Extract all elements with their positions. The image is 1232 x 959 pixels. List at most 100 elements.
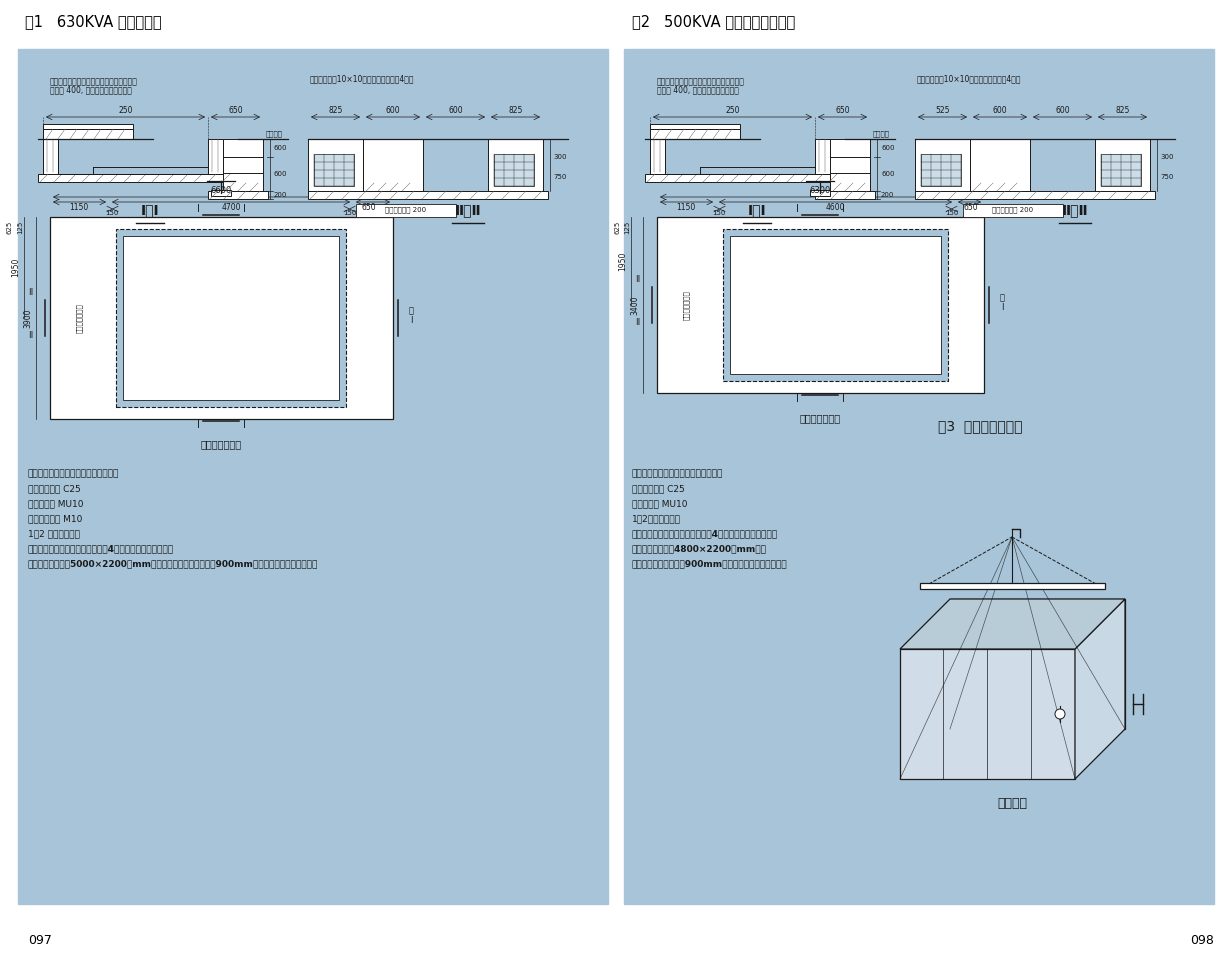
Text: 箱式变底盘槽钢: 箱式变底盘槽钢 bbox=[201, 439, 241, 449]
Text: Ⅱ: Ⅱ bbox=[634, 275, 639, 284]
Text: 300: 300 bbox=[553, 154, 567, 160]
Text: 上: 上 bbox=[999, 293, 1004, 302]
Text: 6600: 6600 bbox=[211, 186, 232, 195]
Bar bbox=[308, 139, 363, 191]
Bar bbox=[211, 190, 232, 196]
Text: Ⅱ: Ⅱ bbox=[28, 331, 32, 340]
Text: 750: 750 bbox=[1161, 174, 1173, 180]
Text: 600: 600 bbox=[448, 106, 463, 115]
Text: 箱变外形尺寸为：5000×2200（mm），箱变基础四周均应有＞900mm的空间以方便箱变门开启。: 箱变外形尺寸为：5000×2200（mm），箱变基础四周均应有＞900mm的空间… bbox=[28, 559, 318, 568]
Text: 825: 825 bbox=[509, 106, 522, 115]
Text: 本基础砌筑前安装接地系统一付（4极，电缆坑内对角引上）: 本基础砌筑前安装接地系统一付（4极，电缆坑内对角引上） bbox=[28, 544, 174, 553]
Text: 200: 200 bbox=[274, 192, 287, 198]
Text: I: I bbox=[410, 316, 413, 325]
Bar bbox=[223, 139, 262, 191]
Text: 1950: 1950 bbox=[618, 251, 627, 270]
Text: 通风孔内衬＜10×10孔不锈钢腰网（共4个）: 通风孔内衬＜10×10孔不锈钢腰网（共4个） bbox=[310, 74, 414, 83]
Text: 箱变基础四周均应有＞900mm的空间以方便箱变门开启。: 箱变基础四周均应有＞900mm的空间以方便箱变门开启。 bbox=[632, 559, 787, 568]
Bar bbox=[950, 599, 1125, 729]
Text: 箱式变底盘槽钢: 箱式变底盘槽钢 bbox=[800, 413, 840, 423]
Bar bbox=[920, 583, 1105, 589]
Bar bbox=[208, 191, 269, 199]
Text: 6300: 6300 bbox=[809, 186, 830, 195]
Text: 钢筋砂浆标号 M10: 钢筋砂浆标号 M10 bbox=[28, 514, 83, 523]
Text: 4600: 4600 bbox=[825, 203, 845, 212]
Bar bbox=[51, 217, 393, 419]
Text: 150: 150 bbox=[945, 210, 958, 216]
Bar bbox=[1095, 139, 1149, 191]
Bar bbox=[43, 129, 133, 139]
Text: 600: 600 bbox=[993, 106, 1008, 115]
Text: 素砼底盘标号 C25: 素砼底盘标号 C25 bbox=[28, 484, 81, 493]
Text: 注：本基础应避开地质不均地段施工。: 注：本基础应避开地质不均地段施工。 bbox=[632, 469, 723, 478]
Text: I: I bbox=[796, 394, 798, 404]
Text: 1：2水泥砂浆抹面: 1：2水泥砂浆抹面 bbox=[632, 514, 681, 523]
Text: 300: 300 bbox=[1161, 154, 1174, 160]
Bar bbox=[43, 124, 133, 129]
Text: 600: 600 bbox=[881, 145, 894, 151]
Text: 250: 250 bbox=[726, 106, 739, 115]
Text: 600: 600 bbox=[274, 171, 287, 177]
Text: 图2   500KVA 及以下箱变地基图: 图2 500KVA 及以下箱变地基图 bbox=[632, 14, 795, 29]
Text: 1150: 1150 bbox=[69, 203, 89, 212]
Bar bbox=[650, 124, 740, 129]
Polygon shape bbox=[1076, 599, 1125, 779]
Bar bbox=[488, 139, 543, 191]
Text: 上: 上 bbox=[409, 306, 414, 315]
Bar bbox=[731, 236, 941, 374]
Text: 1：2 水泥砂浆抹面: 1：2 水泥砂浆抹面 bbox=[28, 529, 80, 538]
Text: （孔高 400, 宽按各电缆沟断面定）: （孔高 400, 宽按各电缆沟断面定） bbox=[657, 85, 739, 94]
Text: Ⅱ－Ⅱ: Ⅱ－Ⅱ bbox=[1062, 203, 1088, 217]
Text: I－I: I－I bbox=[140, 203, 159, 217]
Text: 箱变外形尺寸为：4800×2200（mm）。: 箱变外形尺寸为：4800×2200（mm）。 bbox=[632, 544, 768, 553]
Text: 650: 650 bbox=[963, 203, 978, 212]
Text: 650: 650 bbox=[362, 203, 376, 212]
Bar bbox=[116, 229, 346, 407]
Text: 150: 150 bbox=[712, 210, 726, 216]
Text: 3400: 3400 bbox=[630, 295, 639, 315]
Text: 625: 625 bbox=[614, 221, 620, 234]
Text: 通风孔内衬＜10×10孔不锈钢腰网（共4个）: 通风孔内衬＜10×10孔不锈钢腰网（共4个） bbox=[917, 74, 1021, 83]
Bar bbox=[816, 139, 830, 174]
Bar bbox=[657, 217, 984, 393]
Bar bbox=[723, 229, 947, 381]
Text: 150: 150 bbox=[105, 210, 118, 216]
Text: 625: 625 bbox=[7, 221, 14, 234]
Text: 1150: 1150 bbox=[676, 203, 696, 212]
Text: 底盘周边挑出 200: 底盘周边挑出 200 bbox=[386, 207, 426, 213]
Bar bbox=[816, 191, 875, 199]
Text: 825: 825 bbox=[1115, 106, 1130, 115]
Text: I: I bbox=[243, 204, 245, 214]
Text: 125: 125 bbox=[17, 221, 23, 234]
Text: Ⅱ－Ⅱ: Ⅱ－Ⅱ bbox=[455, 203, 482, 217]
Bar bbox=[123, 236, 339, 400]
Text: 525: 525 bbox=[935, 106, 950, 115]
Text: 125: 125 bbox=[623, 221, 630, 234]
Bar bbox=[915, 139, 970, 191]
Text: 600: 600 bbox=[881, 171, 894, 177]
Text: I: I bbox=[197, 420, 200, 430]
Text: 图3  箱变起吊示意图: 图3 箱变起吊示意图 bbox=[938, 419, 1023, 433]
Bar bbox=[830, 139, 870, 191]
Bar bbox=[650, 139, 665, 174]
Text: Ⅱ: Ⅱ bbox=[634, 318, 639, 327]
Text: （孔高 400, 宽按各电缆沟断面定）: （孔高 400, 宽按各电缆沟断面定） bbox=[51, 85, 132, 94]
Circle shape bbox=[1055, 709, 1064, 719]
Text: 1950: 1950 bbox=[11, 257, 20, 277]
Text: 底盘周边挑出 200: 底盘周边挑出 200 bbox=[993, 207, 1034, 213]
Bar bbox=[650, 129, 740, 139]
Text: 600: 600 bbox=[274, 145, 287, 151]
Bar bbox=[18, 49, 609, 904]
Text: 250: 250 bbox=[118, 106, 133, 115]
Text: I: I bbox=[796, 204, 798, 214]
Text: 粘土砖强度 MU10: 粘土砖强度 MU10 bbox=[28, 499, 84, 508]
Text: 200: 200 bbox=[881, 192, 894, 198]
Text: 电缆进出孔位置与数量按用户实际情况布置: 电缆进出孔位置与数量按用户实际情况布置 bbox=[51, 77, 138, 86]
Text: 底部起吊: 底部起吊 bbox=[997, 797, 1027, 810]
Text: 650: 650 bbox=[835, 106, 850, 115]
Bar bbox=[922, 154, 961, 186]
Bar bbox=[356, 204, 456, 217]
Text: 150: 150 bbox=[344, 210, 357, 216]
Bar bbox=[901, 649, 1076, 779]
Bar bbox=[38, 174, 238, 182]
